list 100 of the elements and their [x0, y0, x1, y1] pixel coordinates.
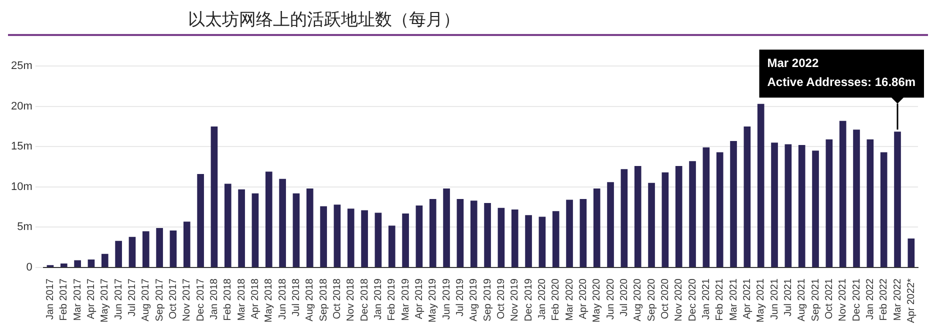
x-tick-label: Apr 2019 — [414, 278, 425, 320]
bar — [593, 188, 600, 268]
bar — [265, 172, 272, 268]
x-tick-label: Feb 2018 — [222, 278, 234, 321]
bar — [60, 263, 68, 268]
x-tick-label: Sep 2020 — [646, 278, 658, 322]
x-tick-label: Jan 2021 — [700, 278, 712, 320]
chart-title: 以太坊网络上的活跃地址数（每月） — [8, 8, 928, 36]
bar — [580, 199, 587, 268]
bar — [292, 193, 300, 268]
x-tick-label: Jun 2020 — [605, 278, 616, 320]
bar — [620, 169, 628, 268]
bar — [538, 216, 546, 268]
bar — [88, 259, 95, 268]
y-tick-label: 25m — [10, 60, 32, 72]
bar — [757, 104, 764, 268]
x-tick-label: Jun 2018 — [277, 278, 288, 320]
bar — [662, 172, 669, 268]
x-tick-label: Apr 2018 — [250, 278, 261, 320]
bar — [744, 126, 751, 268]
x-tick-label: Feb 2020 — [550, 278, 562, 321]
x-tick-label: May 2020 — [592, 278, 603, 322]
bar — [456, 199, 464, 268]
bar — [197, 174, 204, 268]
bar — [334, 204, 341, 268]
bar — [416, 205, 423, 268]
x-tick-label: Dec 2020 — [687, 278, 698, 322]
y-tick-label: 0 — [26, 262, 32, 274]
bar — [115, 240, 122, 268]
bar — [552, 211, 560, 268]
x-tick-label: Sep 2017 — [154, 278, 166, 322]
bar — [238, 189, 245, 268]
bar — [210, 126, 218, 268]
x-tick-label: Oct 2018 — [332, 278, 343, 320]
x-tick-label: Jun 2017 — [113, 278, 124, 320]
x-tick-label: Dec 2017 — [195, 278, 206, 322]
x-tick-label: Mar 2017 — [72, 278, 84, 321]
x-tick-label: Dec 2021 — [851, 278, 862, 322]
x-tick-label: Jan 2020 — [536, 278, 548, 320]
x-tick-label: Jul 2017 — [126, 278, 138, 316]
x-tick-label: May 2018 — [264, 278, 275, 322]
bar — [484, 203, 491, 268]
x-tick-label: May 2021 — [756, 278, 767, 322]
x-tick-label: Feb 2022 — [878, 278, 890, 321]
bar — [142, 231, 150, 268]
bar — [908, 238, 915, 268]
x-tick-label: Nov 2021 — [838, 278, 849, 322]
bar — [880, 152, 888, 268]
x-tick-label: Oct 2020 — [660, 278, 671, 320]
x-tick-label: Nov 2019 — [510, 278, 521, 322]
bar — [730, 140, 737, 268]
x-tick-label: Mar 2019 — [400, 278, 412, 321]
bar — [812, 150, 819, 268]
x-tick-label: Sep 2018 — [318, 278, 330, 322]
x-tick-label: Mar 2021 — [728, 278, 740, 321]
bar — [252, 193, 259, 268]
bar — [101, 254, 108, 268]
x-tick-label: Nov 2020 — [674, 278, 685, 322]
bar — [511, 209, 518, 268]
bar — [402, 214, 409, 268]
bar — [279, 178, 286, 268]
x-tick-label: Feb 2021 — [714, 278, 726, 321]
bar — [702, 147, 710, 268]
x-tick-label: May 2019 — [428, 278, 439, 322]
x-tick-label: Oct 2017 — [168, 278, 179, 320]
bar — [866, 139, 874, 268]
bar — [183, 222, 190, 268]
bar — [894, 132, 901, 268]
bar — [443, 188, 450, 268]
y-tick-label: 10m — [10, 180, 32, 193]
x-tick-label: Apr 2017 — [86, 278, 97, 320]
x-tick-label: Sep 2019 — [482, 278, 494, 322]
bar — [374, 212, 382, 268]
x-tick-label: Jan 2018 — [208, 278, 220, 320]
bar — [771, 142, 778, 268]
x-tick-label: Mar 2018 — [236, 278, 248, 321]
x-tick-label: Apr 2020 — [578, 278, 589, 320]
bar — [689, 161, 696, 268]
bar — [429, 199, 436, 268]
bar — [784, 144, 792, 268]
x-tick-label: Feb 2019 — [386, 278, 398, 321]
bar — [853, 130, 860, 268]
bar — [634, 166, 642, 268]
x-tick-label: Oct 2019 — [496, 278, 507, 320]
x-tick-label: Mar 2022 — [892, 278, 904, 321]
x-tick-label: Jan 2017 — [44, 278, 56, 320]
x-tick-label: Jul 2021 — [782, 278, 794, 316]
x-tick-label: Jun 2019 — [441, 278, 452, 320]
bar — [675, 166, 682, 268]
x-tick-label: Aug 2020 — [632, 278, 644, 322]
y-tick-label: 5m — [17, 221, 32, 234]
bar — [388, 226, 396, 268]
bar — [716, 152, 724, 268]
bar — [128, 236, 136, 268]
x-tick-label: May 2017 — [100, 278, 111, 322]
annotation: Mar 2022 Active Addresses: 16.86m — [767, 56, 916, 89]
bar — [320, 206, 327, 268]
x-tick-label: Dec 2018 — [359, 278, 370, 322]
x-tick-label: Aug 2018 — [304, 278, 316, 322]
bar — [156, 228, 163, 268]
